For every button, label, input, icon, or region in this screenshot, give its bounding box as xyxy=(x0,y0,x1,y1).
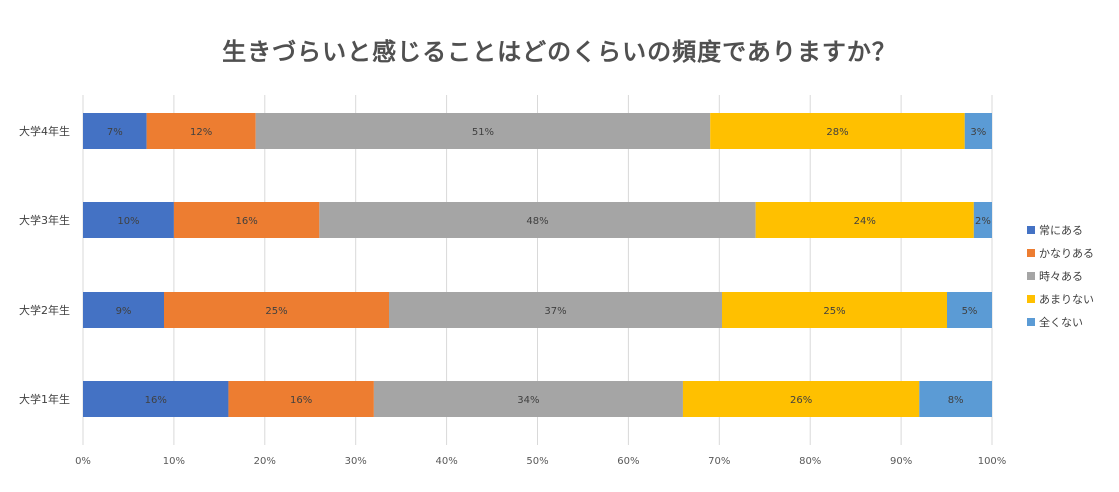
bar-segment xyxy=(83,292,164,328)
legend-item: かなりある xyxy=(1027,241,1094,264)
data-label: 8% xyxy=(948,395,964,406)
x-tick-label: 30% xyxy=(345,456,367,467)
legend-item: 常にある xyxy=(1027,218,1094,241)
bar-segment xyxy=(947,292,992,328)
bar-segment xyxy=(919,381,992,417)
bar-segment xyxy=(389,292,722,328)
data-label: 51% xyxy=(472,127,494,138)
data-label: 26% xyxy=(790,395,812,406)
category-label: 大学2年生 xyxy=(19,303,70,317)
x-tick-label: 100% xyxy=(978,456,1007,467)
data-label: 10% xyxy=(117,216,139,227)
bar-segment xyxy=(83,202,174,238)
legend-swatch xyxy=(1027,317,1035,326)
data-label: 25% xyxy=(823,306,845,317)
legend-item: 時々ある xyxy=(1027,264,1094,287)
x-tick-label: 70% xyxy=(708,456,730,467)
bar-segment xyxy=(83,381,229,417)
bar-segment xyxy=(164,292,389,328)
category-label: 大学4年生 xyxy=(19,124,70,138)
data-label: 2% xyxy=(975,216,991,227)
legend-label: かなりある xyxy=(1039,246,1094,260)
x-tick-label: 40% xyxy=(435,456,457,467)
legend-item: 全くない xyxy=(1027,310,1094,333)
chart-legend: 常にあるかなりある時々あるあまりない全くない xyxy=(1027,218,1094,333)
data-label: 37% xyxy=(544,306,566,317)
data-label: 16% xyxy=(145,395,167,406)
data-label: 7% xyxy=(107,127,123,138)
legend-swatch xyxy=(1027,271,1035,280)
bar-segment xyxy=(973,202,992,238)
legend-label: 常にある xyxy=(1039,223,1083,237)
x-tick-label: 50% xyxy=(526,456,548,467)
legend-swatch xyxy=(1027,248,1035,257)
data-label: 16% xyxy=(290,395,312,406)
chart-title: 生きづらいと感じることはどのくらいの頻度でありますか？ xyxy=(222,38,897,66)
legend-swatch xyxy=(1027,294,1035,303)
x-tick-label: 90% xyxy=(890,456,912,467)
data-label: 28% xyxy=(826,127,848,138)
data-label: 24% xyxy=(854,216,876,227)
bar-segment xyxy=(373,381,683,417)
legend-label: 時々ある xyxy=(1039,269,1083,283)
data-label: 3% xyxy=(970,127,986,138)
data-label: 48% xyxy=(526,216,548,227)
bar-segment xyxy=(964,113,992,149)
category-label: 大学1年生 xyxy=(19,392,70,406)
x-tick-label: 0% xyxy=(75,456,91,467)
bar-segment xyxy=(710,113,965,149)
data-label: 5% xyxy=(962,306,978,317)
x-tick-label: 80% xyxy=(799,456,821,467)
data-label: 12% xyxy=(190,127,212,138)
bar-segment xyxy=(319,202,756,238)
bar-segment xyxy=(255,113,711,149)
category-label: 大学3年生 xyxy=(19,213,70,227)
x-tick-label: 20% xyxy=(254,456,276,467)
bar-segment xyxy=(682,381,920,417)
x-tick-label: 60% xyxy=(617,456,639,467)
bar-segment xyxy=(755,202,974,238)
data-label: 16% xyxy=(236,216,258,227)
x-tick-label: 10% xyxy=(163,456,185,467)
legend-label: あまりない xyxy=(1039,292,1094,306)
legend-swatch xyxy=(1027,225,1035,234)
legend-item: あまりない xyxy=(1027,287,1094,310)
bar-segment xyxy=(722,292,947,328)
bar-segment xyxy=(83,113,147,149)
data-label: 25% xyxy=(265,306,287,317)
legend-label: 全くない xyxy=(1039,315,1083,329)
bar-segment xyxy=(146,113,256,149)
bar-segment xyxy=(228,381,374,417)
bar-segment xyxy=(173,202,320,238)
data-label: 9% xyxy=(116,306,132,317)
data-label: 34% xyxy=(517,395,539,406)
